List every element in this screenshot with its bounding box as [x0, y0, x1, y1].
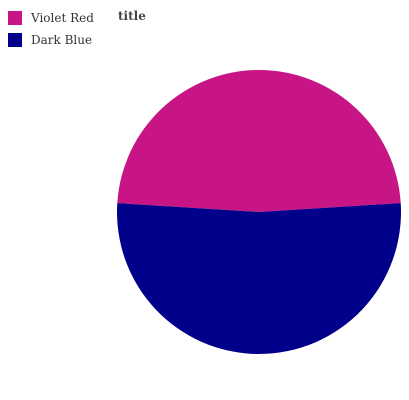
legend-swatch-violet-red — [8, 11, 22, 25]
legend: Violet Red Dark Blue — [8, 10, 94, 54]
legend-item-violet-red: Violet Red — [8, 10, 94, 26]
legend-swatch-dark-blue — [8, 33, 22, 47]
pie-slice-dark-blue — [116, 203, 402, 355]
legend-item-dark-blue: Dark Blue — [8, 32, 94, 48]
pie-slice-violet-red — [117, 70, 401, 212]
legend-label-violet-red: Violet Red — [31, 11, 94, 25]
legend-label-dark-blue: Dark Blue — [31, 33, 93, 47]
chart-title: title — [118, 9, 146, 23]
